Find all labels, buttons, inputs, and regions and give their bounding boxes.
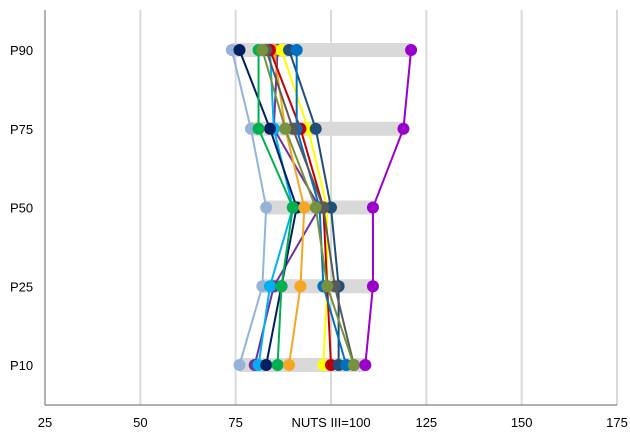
- point-12-p10: [359, 359, 372, 371]
- point-4-p50: [286, 201, 299, 214]
- point-5-p50: [298, 201, 311, 214]
- point-11-p50: [309, 201, 322, 214]
- point-0-p50: [260, 201, 273, 214]
- y-tick-label-p75: P75: [10, 122, 33, 137]
- series-12: [359, 44, 418, 371]
- point-11-p25: [321, 280, 334, 293]
- point-4-p75: [252, 122, 265, 135]
- point-12-p25: [366, 280, 379, 293]
- series-group: [225, 44, 418, 371]
- y-tick-label-p50: P50: [10, 201, 33, 216]
- point-9-p90: [290, 44, 303, 56]
- point-12-p50: [366, 201, 379, 214]
- series-11: [256, 44, 360, 371]
- x-tick-labels: 25 50 75 NUTS III=100 125 150 175: [38, 415, 628, 430]
- x-tick-label-0: 25: [38, 415, 52, 430]
- y-tick-labels: P10 P25 P50 P75 P90: [10, 43, 33, 373]
- y-tick-label-p25: P25: [10, 279, 33, 294]
- point-3-p90: [233, 44, 246, 56]
- point-0-p10: [233, 359, 246, 371]
- x-tick-label-4: 125: [415, 415, 437, 430]
- point-11-p10: [347, 359, 360, 371]
- x-tick-label-1: 50: [133, 415, 147, 430]
- point-11-p75: [279, 122, 292, 135]
- y-tick-label-p10: P10: [10, 358, 33, 373]
- x-tick-label-3: NUTS III=100: [291, 415, 370, 430]
- point-4-p25: [275, 280, 288, 293]
- point-12-p90: [405, 44, 418, 56]
- x-tick-label-5: 150: [511, 415, 533, 430]
- point-3-p75: [263, 122, 276, 135]
- point-4-p10: [271, 359, 284, 371]
- point-3-p10: [260, 359, 273, 371]
- y-tick-label-p90: P90: [10, 43, 33, 58]
- x-tick-label-2: 75: [228, 415, 242, 430]
- axes: [44, 10, 617, 406]
- point-5-p10: [283, 359, 296, 371]
- point-8-p75: [309, 122, 322, 135]
- point-5-p25: [294, 280, 307, 293]
- point-12-p75: [397, 122, 410, 135]
- point-11-p90: [256, 44, 269, 56]
- x-tick-label-6: 175: [606, 415, 628, 430]
- point-2-p25: [263, 280, 276, 293]
